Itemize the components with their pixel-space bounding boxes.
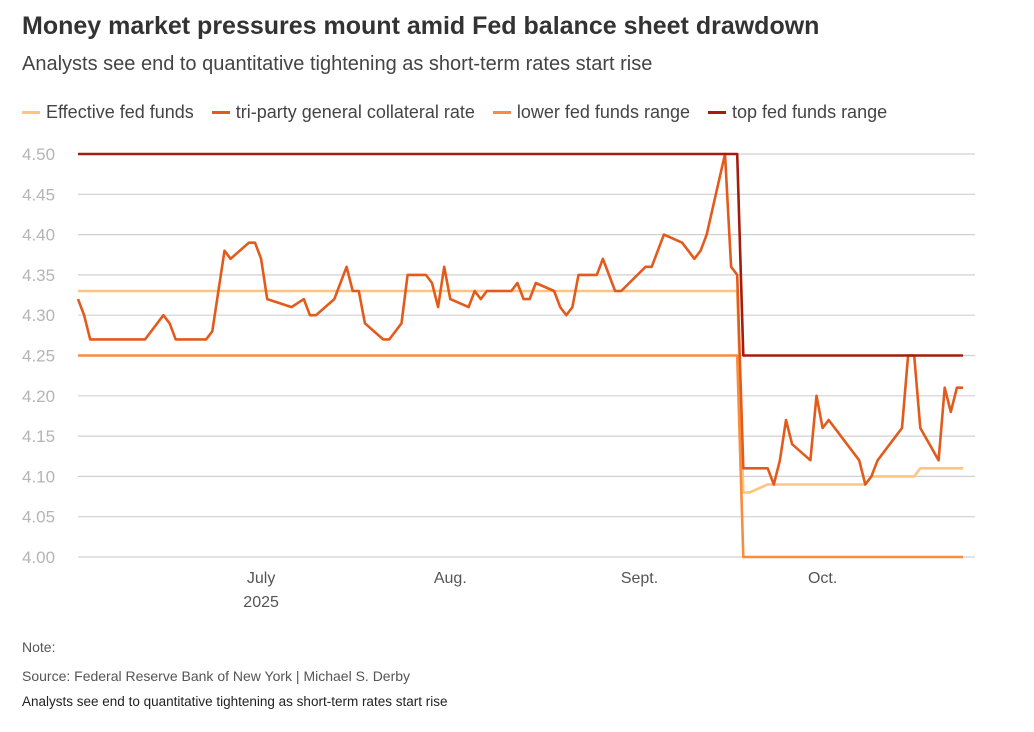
y-tick-label: 4.50 xyxy=(22,145,55,164)
series-line-lower-fed-funds-range xyxy=(78,354,963,559)
x-tick-label: Aug. xyxy=(434,570,467,587)
y-tick-label: 4.05 xyxy=(22,508,55,527)
legend-label: Effective fed funds xyxy=(46,102,194,122)
chart-title: Money market pressures mount amid Fed ba… xyxy=(22,12,820,40)
legend-item-top: top fed funds range xyxy=(707,102,888,123)
x-tick-label: Sept. xyxy=(621,570,658,587)
y-tick-label: 4.20 xyxy=(22,387,55,406)
x-tick-label: July xyxy=(247,570,275,587)
x-tick-sublabel: 2025 xyxy=(243,594,279,611)
legend-label: top fed funds range xyxy=(731,102,888,122)
legend-swatch xyxy=(492,111,511,114)
legend-swatch xyxy=(707,111,726,114)
legend-label: tri-party general collateral rate xyxy=(235,102,475,122)
series-line-effective-fed-funds xyxy=(78,289,963,494)
series-line-top-fed-funds-range xyxy=(78,152,963,357)
y-tick-label: 4.00 xyxy=(22,548,55,567)
legend-item-lower: lower fed funds range xyxy=(492,102,690,123)
y-tick-label: 4.40 xyxy=(22,226,55,245)
chart-subtitle: Analysts see end to quantitative tighten… xyxy=(22,53,653,75)
y-tick-label: 4.35 xyxy=(22,266,55,285)
legend-item-effective: Effective fed funds xyxy=(22,102,194,123)
series-line-tri-party-general-collateral-rate xyxy=(76,152,963,486)
legend-swatch xyxy=(22,111,40,114)
y-tick-label: 4.10 xyxy=(22,467,55,486)
y-tick-label: 4.25 xyxy=(22,347,55,366)
legend-label: lower fed funds range xyxy=(516,102,690,122)
caption: Analysts see end to quantitative tighten… xyxy=(22,694,448,709)
legend: Effective fed funds tri-party general co… xyxy=(22,102,887,123)
legend-swatch xyxy=(211,111,230,114)
y-tick-label: 4.45 xyxy=(22,185,55,204)
y-tick-label: 4.15 xyxy=(22,427,55,446)
y-tick-label: 4.30 xyxy=(22,306,55,325)
note: Note: xyxy=(22,639,56,655)
source: Source: Federal Reserve Bank of New York… xyxy=(22,668,411,684)
x-tick-label: Oct. xyxy=(808,570,837,587)
legend-item-triparty: tri-party general collateral rate xyxy=(211,102,475,123)
